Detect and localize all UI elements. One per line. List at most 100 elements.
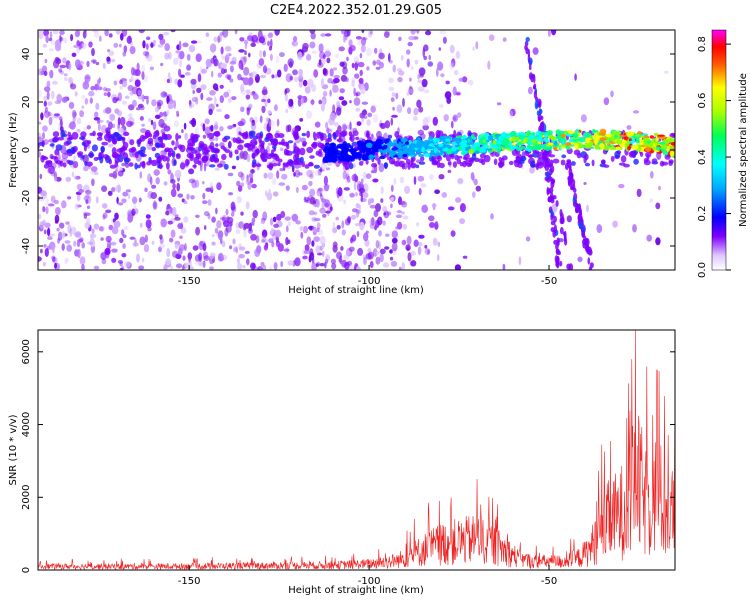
noise-blob bbox=[318, 43, 324, 53]
noise-blob bbox=[190, 78, 197, 85]
noise-blob bbox=[283, 248, 290, 252]
noise-blob bbox=[136, 107, 141, 111]
noise-blob bbox=[105, 107, 112, 114]
noise-blob bbox=[302, 42, 309, 50]
noise-blob bbox=[279, 147, 284, 152]
noise-blob bbox=[42, 125, 48, 132]
noise-blob bbox=[64, 76, 68, 81]
noise-blob bbox=[351, 62, 355, 69]
noise-blob bbox=[225, 74, 232, 79]
noise-blob bbox=[160, 218, 167, 228]
main-band-blob bbox=[615, 146, 621, 150]
noise-blob bbox=[105, 209, 112, 214]
noise-blob bbox=[61, 96, 68, 103]
noise-blob bbox=[447, 169, 452, 174]
band-blob bbox=[591, 159, 595, 167]
noise-blob bbox=[142, 40, 146, 49]
noise-blob bbox=[236, 257, 241, 264]
noise-blob bbox=[268, 119, 272, 128]
noise-blob bbox=[154, 114, 161, 120]
noise-blob bbox=[357, 181, 362, 190]
noise-blob bbox=[437, 241, 441, 247]
noise-blob bbox=[211, 234, 215, 238]
noise-blob bbox=[200, 92, 204, 101]
noise-blob bbox=[284, 216, 291, 221]
x-tick-label: -50 bbox=[541, 576, 557, 587]
noise-blob bbox=[451, 120, 454, 129]
band-blob bbox=[275, 156, 280, 162]
noise-blob bbox=[217, 35, 221, 43]
noise-blob bbox=[238, 49, 245, 53]
noise-blob bbox=[390, 117, 394, 126]
main-band-blob bbox=[489, 142, 494, 146]
main-band-blob bbox=[550, 135, 555, 141]
noise-blob bbox=[229, 245, 233, 250]
noise-blob bbox=[276, 170, 280, 179]
noise-blob bbox=[236, 180, 241, 187]
band-blob bbox=[271, 163, 278, 167]
noise-blob bbox=[298, 79, 303, 88]
noise-blob bbox=[191, 96, 198, 103]
noise-blob bbox=[192, 90, 195, 94]
noise-blob bbox=[240, 211, 244, 216]
noise-blob bbox=[168, 51, 172, 60]
noise-blob bbox=[236, 196, 242, 204]
band-blob bbox=[365, 132, 370, 138]
x-tick-label: -100 bbox=[358, 576, 381, 587]
noise-blob bbox=[122, 243, 126, 249]
noise-blob bbox=[65, 176, 72, 182]
band-blob bbox=[107, 139, 111, 143]
noise-blob bbox=[438, 47, 441, 51]
noise-blob bbox=[279, 52, 285, 58]
noise-blob bbox=[140, 128, 147, 134]
main-band-blob bbox=[660, 143, 667, 150]
noise-blob bbox=[170, 188, 177, 198]
colorbar-tick-label: 0.2 bbox=[697, 206, 708, 222]
noise-blob bbox=[329, 206, 333, 211]
noise-blob bbox=[54, 177, 58, 182]
band-blob bbox=[420, 156, 425, 162]
noise-blob bbox=[152, 39, 156, 45]
band-blob bbox=[623, 163, 630, 168]
noise-blob bbox=[184, 243, 187, 252]
main-band-blob bbox=[402, 145, 407, 150]
noise-blob bbox=[39, 173, 43, 180]
noise-blob bbox=[238, 221, 245, 229]
band-blob bbox=[365, 159, 369, 165]
diagonal-blob bbox=[556, 260, 560, 269]
noise-blob bbox=[107, 49, 110, 53]
noise-blob bbox=[385, 233, 390, 237]
noise-blob bbox=[160, 123, 168, 129]
noise-blob bbox=[205, 58, 212, 68]
noise-blob bbox=[378, 52, 385, 60]
noise-blob bbox=[250, 233, 257, 241]
noise-blob bbox=[207, 213, 211, 220]
noise-blob bbox=[97, 86, 103, 91]
noise-blob bbox=[152, 121, 157, 130]
band-blob bbox=[123, 131, 130, 137]
noise-blob bbox=[251, 168, 254, 174]
band-blob bbox=[252, 159, 257, 165]
noise-blob bbox=[79, 237, 84, 243]
noise-blob bbox=[396, 68, 403, 72]
spectrogram-y-label: Frequency (Hz) bbox=[8, 112, 19, 188]
band-blob bbox=[668, 159, 674, 164]
noise-blob bbox=[190, 195, 195, 200]
main-band-blob bbox=[575, 128, 579, 134]
noise-blob bbox=[442, 36, 447, 44]
noise-blob bbox=[359, 181, 364, 192]
noise-blob bbox=[100, 237, 104, 241]
noise-blob bbox=[389, 256, 394, 261]
band-blob bbox=[234, 149, 239, 155]
band-blob bbox=[204, 149, 211, 153]
noise-blob bbox=[319, 207, 326, 214]
diagonal-blob bbox=[549, 195, 555, 201]
noise-blob bbox=[346, 175, 351, 183]
noise-blob bbox=[235, 228, 241, 235]
main-band-blob bbox=[643, 137, 650, 142]
noise-blob bbox=[490, 213, 494, 220]
noise-blob bbox=[255, 235, 260, 244]
main-band-blob bbox=[376, 145, 383, 150]
band-blob bbox=[285, 161, 293, 166]
diagonal-blob bbox=[542, 151, 545, 159]
